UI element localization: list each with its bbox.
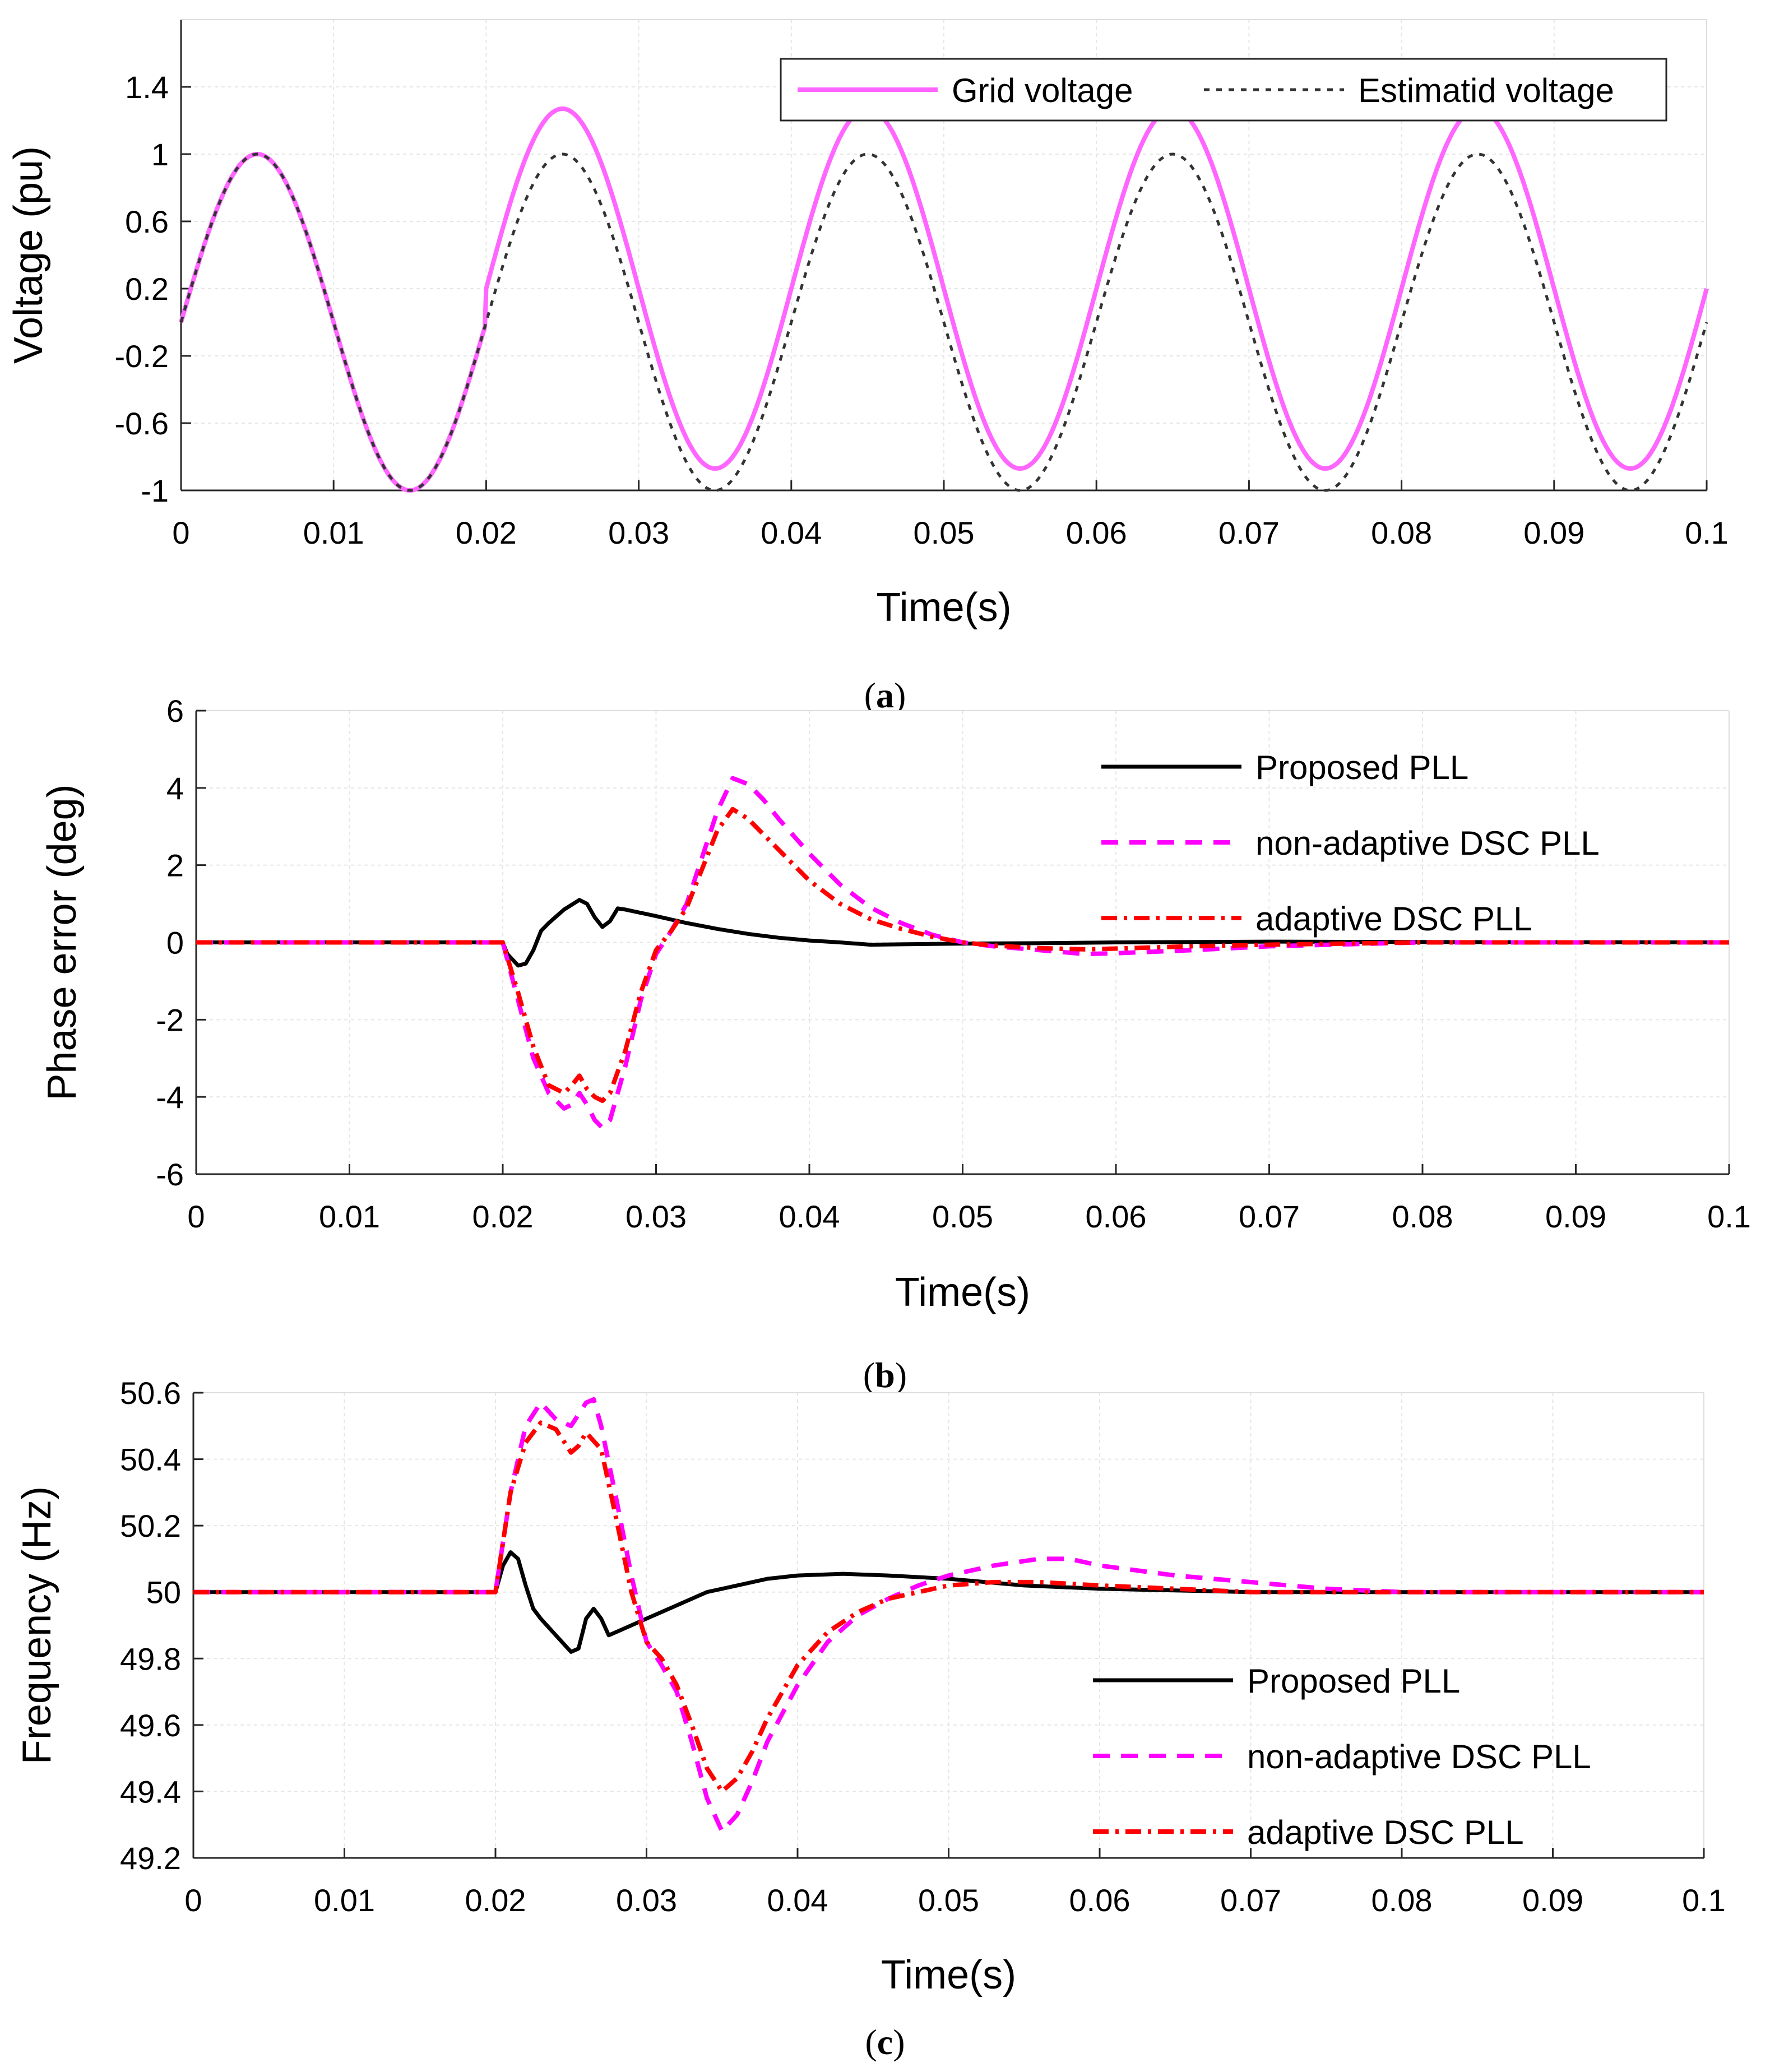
y-axis-label: Voltage (pu) <box>6 146 51 364</box>
series-line-estimatid-voltage <box>179 152 1708 492</box>
series-line-adaptive-dsc-pll <box>196 806 1729 1104</box>
y-axis-label: Phase error (deg) <box>40 784 85 1100</box>
x-tick-label: 0.05 <box>914 515 975 550</box>
x-tick-label: 0.01 <box>303 515 364 550</box>
y-tick-label: 1 <box>151 137 169 172</box>
series-line-non-adaptive-dsc-pll <box>196 776 1729 1130</box>
y-tick-label: 1.4 <box>125 69 169 105</box>
y-axis-label: Frequency (Hz) <box>15 1486 59 1764</box>
y-tick-label: -0.6 <box>115 406 169 441</box>
legend-label: Estimatid voltage <box>1358 72 1614 109</box>
y-tick-label: -0.2 <box>115 339 169 374</box>
x-tick-label: 0.09 <box>1522 1883 1583 1918</box>
x-tick-label: 0.07 <box>1220 1883 1281 1918</box>
panel-caption: (a) <box>864 675 906 715</box>
x-tick-label: 0.03 <box>608 515 669 550</box>
x-tick-label: 0.1 <box>1685 515 1729 550</box>
y-tick-label: 49.4 <box>120 1774 181 1809</box>
series-line-proposed-pll <box>193 1550 1704 1654</box>
y-tick-label: 50.4 <box>120 1442 181 1477</box>
x-tick-label: 0.09 <box>1523 515 1584 550</box>
x-tick-label: 0.03 <box>625 1199 687 1234</box>
y-tick-label: 4 <box>166 771 184 806</box>
series-line-adaptive-dsc-pll <box>193 1420 1704 1794</box>
x-tick-label: 0.02 <box>465 1883 526 1918</box>
x-tick-label: 0.06 <box>1069 1883 1130 1918</box>
plot-area <box>193 1393 1704 1858</box>
x-tick-label: 0.04 <box>767 1883 828 1918</box>
x-tick-label: 0.04 <box>761 515 822 550</box>
y-tick-label: 49.6 <box>120 1708 181 1743</box>
legend-label: Grid voltage <box>952 72 1133 109</box>
x-tick-label: 0.08 <box>1371 515 1432 550</box>
x-tick-label: 0.02 <box>472 1199 534 1234</box>
x-tick-label: 0 <box>172 515 189 550</box>
y-tick-label: 49.2 <box>120 1841 181 1876</box>
legend-label: non-adaptive DSC PLL <box>1247 1738 1591 1776</box>
x-axis-label: Time(s) <box>876 585 1011 630</box>
x-tick-label: 0.09 <box>1545 1199 1606 1234</box>
y-tick-label: 50.2 <box>120 1508 181 1543</box>
y-tick-label: 6 <box>166 693 184 729</box>
legend-label: Proposed PLL <box>1247 1662 1460 1700</box>
x-tick-label: 0.05 <box>932 1199 993 1234</box>
y-tick-label: 49.8 <box>120 1641 181 1676</box>
y-tick-label: 0 <box>166 925 184 961</box>
panel-caption: (b) <box>863 1355 907 1395</box>
x-tick-label: 0.01 <box>319 1199 380 1234</box>
x-tick-label: 0.02 <box>456 515 517 550</box>
x-tick-label: 0.08 <box>1392 1199 1453 1234</box>
x-tick-label: 0.08 <box>1371 1883 1433 1918</box>
y-tick-label: -2 <box>156 1002 184 1037</box>
legend-label: Proposed PLL <box>1255 749 1468 786</box>
y-tick-label: 50.6 <box>120 1375 181 1411</box>
series-line-non-adaptive-dsc-pll <box>193 1397 1704 1834</box>
panel-b-phase-error: 0 0.01 0.02 0.03 0.04 0.05 0.06 0.07 0.08 0.09 0.1… <box>40 693 1751 1395</box>
x-tick-label: 0.04 <box>779 1199 840 1234</box>
x-tick-label: 0.01 <box>314 1883 375 1918</box>
panel-c-frequency: 0 0.01 0.02 0.03 0.04 0.05 0.06 0.07 0.08 0.09 0.1… <box>15 1375 1726 2062</box>
y-tick-label: 2 <box>166 848 184 883</box>
x-tick-label: 0 <box>187 1199 205 1234</box>
x-tick-label: 0.1 <box>1707 1199 1751 1234</box>
x-tick-label: 0.06 <box>1086 1199 1147 1234</box>
x-axis-label: Time(s) <box>881 1953 1016 1997</box>
x-axis-label: Time(s) <box>895 1270 1030 1315</box>
y-tick-label: 0.6 <box>125 204 169 239</box>
y-tick-label: -4 <box>156 1079 184 1115</box>
legend-label: adaptive DSC PLL <box>1247 1814 1524 1851</box>
panel-a-voltage: 0 0.01 0.02 0.03 0.04 0.05 0.06 0.07 0.08 0.09 0.1… <box>6 19 1729 715</box>
y-tick-label: 50 <box>146 1575 181 1610</box>
y-tick-label: -6 <box>156 1157 184 1192</box>
y-tick-label: -1 <box>141 473 169 508</box>
y-tick-label: 0.2 <box>125 271 169 307</box>
legend-label: non-adaptive DSC PLL <box>1255 824 1600 862</box>
x-tick-label: 0.07 <box>1239 1199 1300 1234</box>
x-tick-label: 0.1 <box>1682 1883 1726 1918</box>
x-tick-label: 0 <box>184 1883 202 1918</box>
legend-label: adaptive DSC PLL <box>1255 900 1532 938</box>
panel-caption: (c) <box>865 2022 905 2062</box>
x-tick-label: 0.06 <box>1066 515 1127 550</box>
x-tick-label: 0.05 <box>918 1883 979 1918</box>
x-tick-label: 0.07 <box>1218 515 1280 550</box>
x-tick-label: 0.03 <box>616 1883 677 1918</box>
